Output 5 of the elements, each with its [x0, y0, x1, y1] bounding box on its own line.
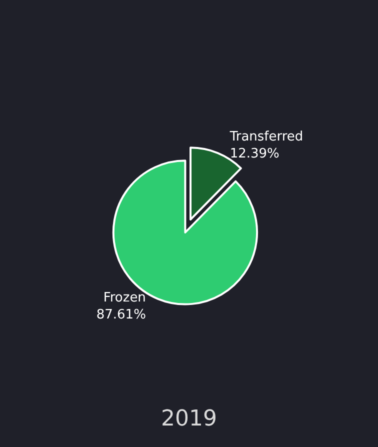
- data-label: 87.61%: [96, 307, 146, 322]
- text: 2019: [161, 406, 217, 432]
- slice-label: Transferred: [228, 130, 304, 145]
- slice-label: Frozen: [103, 290, 146, 306]
- data-label: 12.39%: [230, 146, 280, 162]
